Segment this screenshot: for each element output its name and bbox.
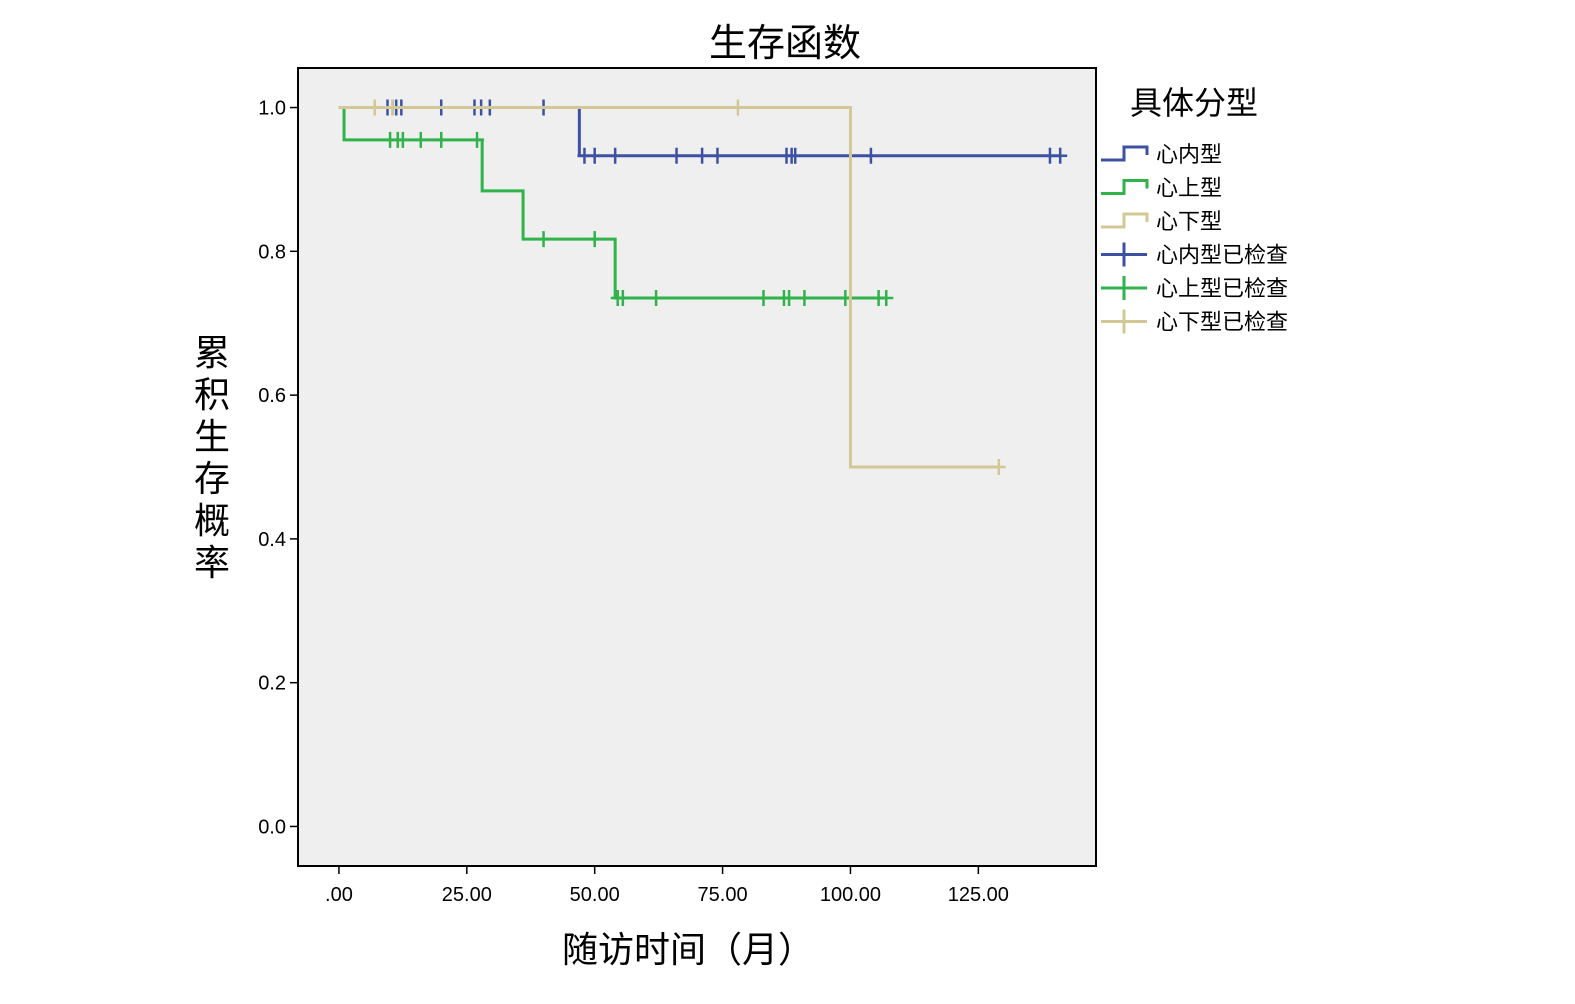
x-tick-label: 75.00	[698, 884, 748, 906]
censor-mark	[615, 290, 630, 307]
censor-mark	[863, 147, 878, 164]
censor-mark	[470, 131, 485, 148]
y-tick-label: 0.4	[258, 529, 286, 551]
legend-label: 心下型	[1156, 210, 1222, 235]
censor-mark	[788, 147, 803, 164]
legend-item: 心内型已检查	[1101, 242, 1288, 269]
series-line-3	[338, 106, 999, 469]
censor-mark	[710, 147, 725, 164]
legend-swatch-line	[1101, 212, 1149, 229]
censor-mark	[730, 99, 745, 116]
y-axis: 0.0 0.2 0.4 0.6 0.8 1.0	[258, 98, 298, 838]
y-tick-label: 0.8	[258, 241, 286, 263]
legend-item: 心上型已检查	[1101, 276, 1288, 302]
chart-title: 生存函数	[709, 21, 861, 65]
censor-mark	[649, 290, 664, 307]
legend-item: 心下型已检查	[1101, 309, 1288, 336]
series-2	[338, 106, 894, 307]
legend-label: 心内型已检查	[1156, 244, 1288, 269]
legend-label: 心上型已检查	[1156, 277, 1288, 302]
censor-mark	[695, 147, 710, 164]
censor-mark	[608, 147, 623, 164]
x-tick-label: .00	[325, 884, 353, 906]
legend-item: 心内型	[1101, 143, 1222, 168]
censor-mark	[587, 231, 602, 248]
legend-swatch-cross	[1101, 242, 1147, 267]
legend-label: 心内型	[1156, 143, 1222, 168]
censor-mark	[1053, 147, 1068, 164]
censor-mark	[413, 131, 428, 148]
y-tick-label: 0.2	[258, 673, 286, 695]
censor-mark	[756, 290, 771, 307]
censor-mark	[782, 290, 797, 307]
series-line-2	[338, 106, 887, 300]
censor-mark	[395, 131, 410, 148]
legend-item: 心下型	[1101, 210, 1222, 235]
censor-mark	[367, 99, 382, 116]
x-tick-label: 125.00	[948, 884, 1009, 906]
legend-swatch-cross	[1101, 276, 1147, 300]
censor-mark	[669, 147, 684, 164]
x-axis-title: 随访时间（月）	[562, 930, 814, 971]
censor-mark	[991, 459, 1006, 475]
censor-mark	[536, 231, 551, 248]
y-tick-label: 0.0	[258, 816, 286, 838]
series-3	[338, 99, 1006, 475]
y-axis-title: 累积生存概率	[194, 333, 230, 584]
x-tick-label: 100.00	[820, 884, 881, 906]
y-tick-label: 1.0	[258, 98, 286, 120]
legend-swatch-line	[1101, 179, 1149, 195]
censor-mark	[434, 131, 449, 148]
y-tick-label: 0.6	[258, 385, 286, 407]
legend-swatch-cross	[1101, 309, 1147, 334]
legend-title: 具体分型	[1130, 84, 1258, 122]
legend-label: 心上型	[1156, 177, 1222, 202]
legend-label: 心下型已检查	[1156, 311, 1288, 336]
legend-swatch-line	[1101, 145, 1149, 162]
x-tick-label: 25.00	[442, 884, 492, 906]
censor-mark	[385, 99, 400, 116]
x-axis: .00 25.00 50.00 75.00 100.00 125.00	[325, 866, 1009, 906]
series-layer	[338, 99, 1068, 475]
censor-mark	[879, 290, 894, 307]
x-tick-label: 50.00	[570, 884, 620, 906]
censor-mark	[587, 147, 602, 164]
legend-item: 心上型	[1101, 177, 1222, 202]
censor-mark	[797, 290, 812, 307]
